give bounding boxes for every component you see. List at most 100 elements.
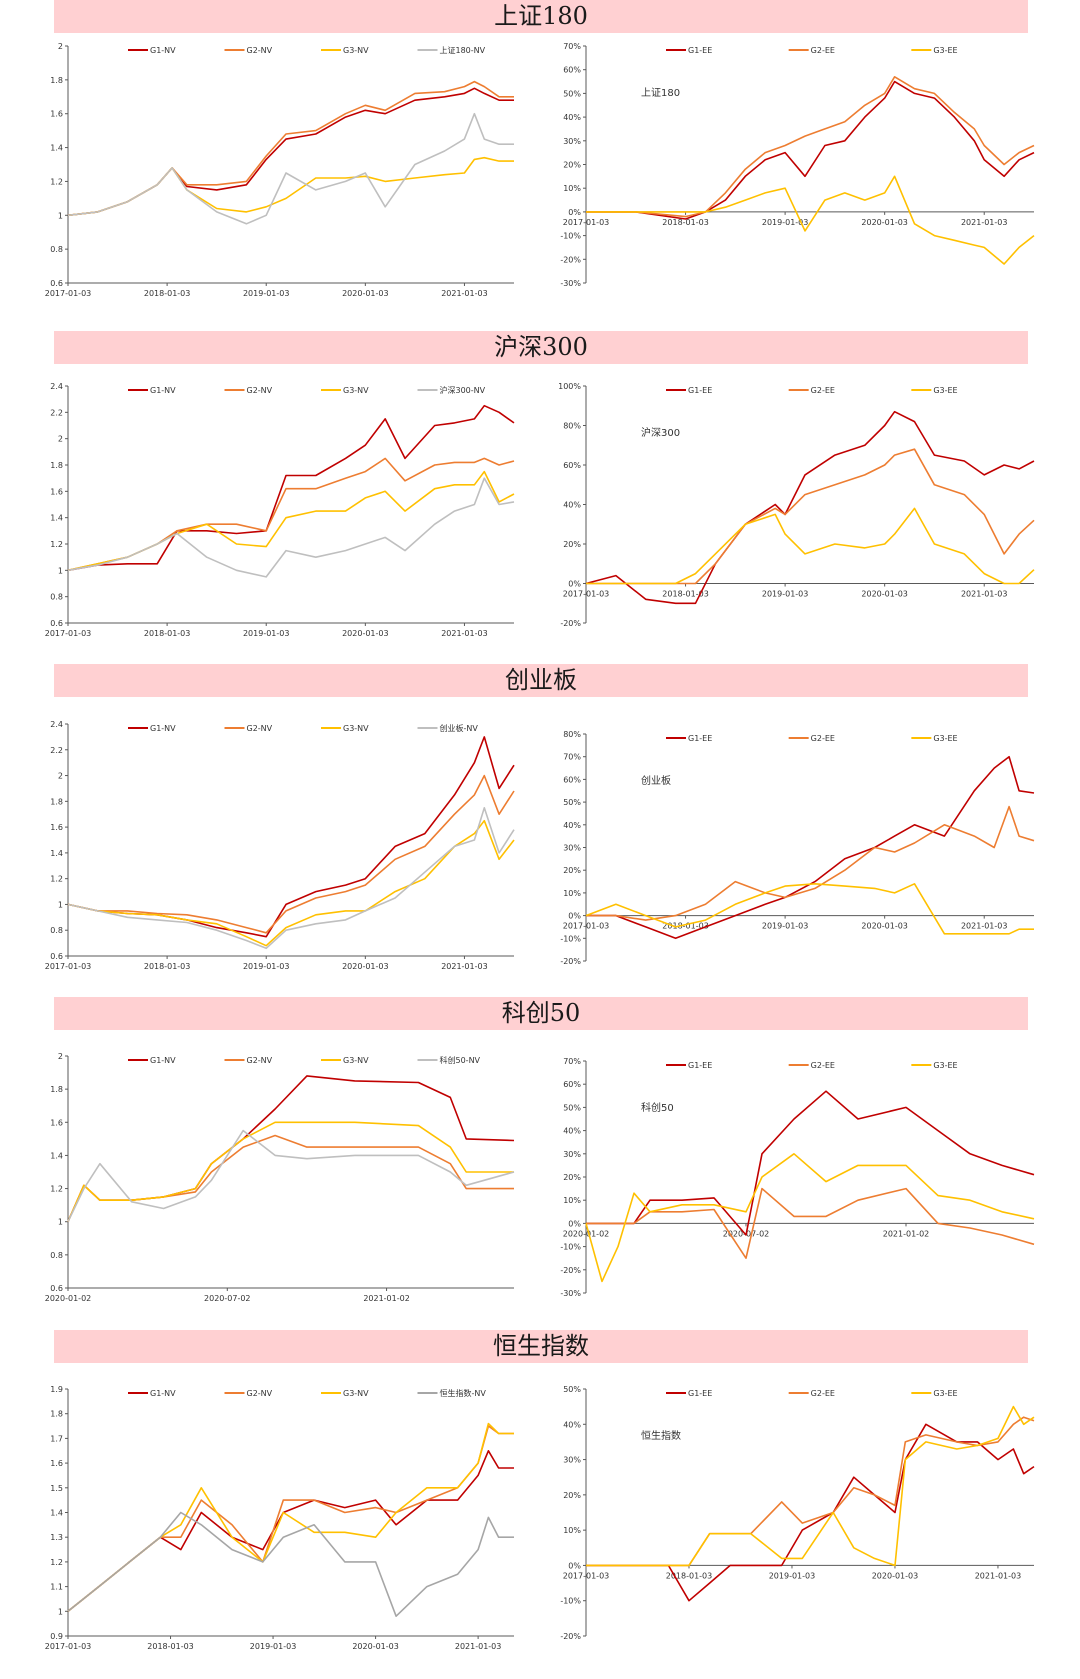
series-line xyxy=(67,736,515,938)
y-tick-label: 0.8 xyxy=(50,593,63,602)
section-title-csi300: 沪深300 xyxy=(54,331,1028,364)
y-tick-label: 2 xyxy=(58,42,63,51)
y-tick-label: 1.8 xyxy=(50,461,63,470)
y-tick-label: 1.2 xyxy=(50,1558,63,1567)
x-tick-label: 2017-01-03 xyxy=(563,922,610,931)
y-tick-label: 10% xyxy=(563,184,581,193)
x-tick-label: 2018-01-03 xyxy=(144,629,191,638)
x-tick-label: 2021-01-02 xyxy=(363,1294,410,1303)
y-tick-label: 40% xyxy=(563,113,581,122)
y-tick-label: 1.6 xyxy=(50,1459,63,1468)
y-tick-label: 60% xyxy=(563,775,581,784)
x-tick-label: 2021-01-03 xyxy=(441,289,488,298)
y-tick-label: 20% xyxy=(563,1491,581,1500)
y-tick-label: 30% xyxy=(563,1150,581,1159)
legend-label: 科创50-NV xyxy=(440,1055,481,1065)
legend-label: 创业板-NV xyxy=(440,723,479,733)
y-tick-label: 1.6 xyxy=(50,823,63,832)
x-tick-label: 2017-01-03 xyxy=(563,218,610,227)
legend-label: G1-NV xyxy=(150,1389,176,1398)
y-tick-label: 0.6 xyxy=(50,619,63,628)
legend-label: G2-EE xyxy=(811,1061,835,1070)
series-line xyxy=(586,507,1035,585)
y-tick-label: 1 xyxy=(58,900,63,909)
y-tick-label: 30% xyxy=(563,137,581,146)
chart-sse180-nv: 0.6 0.8 1 1.2 1.4 1.6 1.8 2 2017-01-03 2018-01-03… xyxy=(45,42,514,298)
legend-label: G1-EE xyxy=(688,1389,712,1398)
chart-chinext-nv: 0.6 0.8 1 1.2 1.4 1.6 1.8 2 2.2 2.4 2017-01-03 2018… xyxy=(45,720,515,971)
chart-csi300-ee: -20% 0% 20% 40% 60% 80% 100% 2017-01-03 2018-01-… xyxy=(558,382,1035,628)
y-tick-label: 1.8 xyxy=(50,1085,63,1094)
y-tick-label: 70% xyxy=(563,42,581,51)
y-tick-label: 1.6 xyxy=(50,1118,63,1127)
chart-annotation: 创业板 xyxy=(641,774,671,787)
x-tick-label: 2019-01-03 xyxy=(243,962,290,971)
y-tick-label: 0.6 xyxy=(50,952,63,961)
y-tick-label: 0.9 xyxy=(50,1632,63,1641)
chart-star50-nv: 0.6 0.8 1 1.2 1.4 1.6 1.8 2 2020-01-02 2020-07-02… xyxy=(45,1052,515,1303)
x-tick-label: 2020-01-03 xyxy=(861,590,908,599)
x-tick-label: 2020-01-03 xyxy=(342,289,389,298)
y-tick-label: 20% xyxy=(563,540,581,549)
series-line xyxy=(67,112,514,225)
series-line xyxy=(67,819,515,947)
chart-hsi-nv: 0.9 1 1.1 1.2 1.3 1.4 1.5 1.6 1.7 1.8 1.9 2017-01-0… xyxy=(45,1385,514,1651)
series-line xyxy=(586,1405,1035,1567)
legend-label: G3-NV xyxy=(343,1056,369,1065)
series-line xyxy=(67,477,515,578)
x-tick-label: 2017-01-03 xyxy=(563,1571,610,1580)
y-tick-label: -30% xyxy=(560,279,581,288)
x-tick-label: 2018-01-03 xyxy=(662,590,709,599)
x-tick-label: 2017-01-03 xyxy=(45,289,92,298)
y-tick-label: 0% xyxy=(568,580,581,589)
y-tick-label: 0.8 xyxy=(50,926,63,935)
y-tick-label: 60% xyxy=(563,461,581,470)
series-line xyxy=(586,805,1035,921)
x-tick-label: 2021-01-03 xyxy=(975,1571,1022,1580)
x-tick-label: 2020-01-03 xyxy=(352,1642,399,1651)
legend-label: G1-EE xyxy=(688,46,712,55)
legend-label: G2-NV xyxy=(247,386,273,395)
y-tick-label: 1.8 xyxy=(50,1410,63,1419)
y-tick-label: 50% xyxy=(563,1103,581,1112)
section-title-sse180: 上证180 xyxy=(54,0,1028,33)
series-line xyxy=(67,1425,514,1612)
legend-label: G3-EE xyxy=(933,1389,957,1398)
y-tick-label: 50% xyxy=(563,1385,581,1394)
x-tick-label: 2017-01-03 xyxy=(45,1642,92,1651)
series-line xyxy=(67,1134,514,1223)
chart-chinext-ee: -20% -10% 0% 10% 20% 30% 40% 50% 60% 70% 80% 2017-0… xyxy=(560,730,1035,966)
y-tick-label: 1.2 xyxy=(50,1185,63,1194)
series-line xyxy=(67,156,514,217)
series-line xyxy=(67,87,514,217)
series-line xyxy=(586,448,1035,585)
legend-label: 恒生指数-NV xyxy=(440,1388,487,1398)
x-tick-label: 2019-01-03 xyxy=(762,218,809,227)
chart-annotation: 恒生指数 xyxy=(641,1429,681,1442)
y-tick-label: 60% xyxy=(563,66,581,75)
x-tick-label: 2018-01-03 xyxy=(144,962,191,971)
y-tick-label: 70% xyxy=(563,1057,581,1066)
y-tick-label: 1.8 xyxy=(50,797,63,806)
x-tick-label: 2017-01-03 xyxy=(45,962,92,971)
series-line xyxy=(586,1187,1035,1259)
y-tick-label: 0.6 xyxy=(50,1284,63,1293)
y-tick-label: -20% xyxy=(560,957,581,966)
y-tick-label: 1.9 xyxy=(50,1385,63,1394)
legend-label: G3-NV xyxy=(343,724,369,733)
y-tick-label: 1.6 xyxy=(50,110,63,119)
legend-label: G3-EE xyxy=(933,1061,957,1070)
y-tick-label: 0.8 xyxy=(50,245,63,254)
series-line xyxy=(67,1422,514,1612)
series-line xyxy=(67,404,515,572)
y-tick-label: 0% xyxy=(568,912,581,921)
series-line xyxy=(67,807,515,950)
y-tick-label: 1 xyxy=(58,211,63,220)
section-title-star50: 科创50 xyxy=(54,997,1028,1030)
x-tick-label: 2020-01-03 xyxy=(342,629,389,638)
y-tick-label: 1.2 xyxy=(50,177,63,186)
y-tick-label: -10% xyxy=(560,1243,581,1252)
y-tick-label: 1.5 xyxy=(50,1484,63,1493)
series-line xyxy=(67,1129,515,1223)
series-line xyxy=(67,470,515,572)
